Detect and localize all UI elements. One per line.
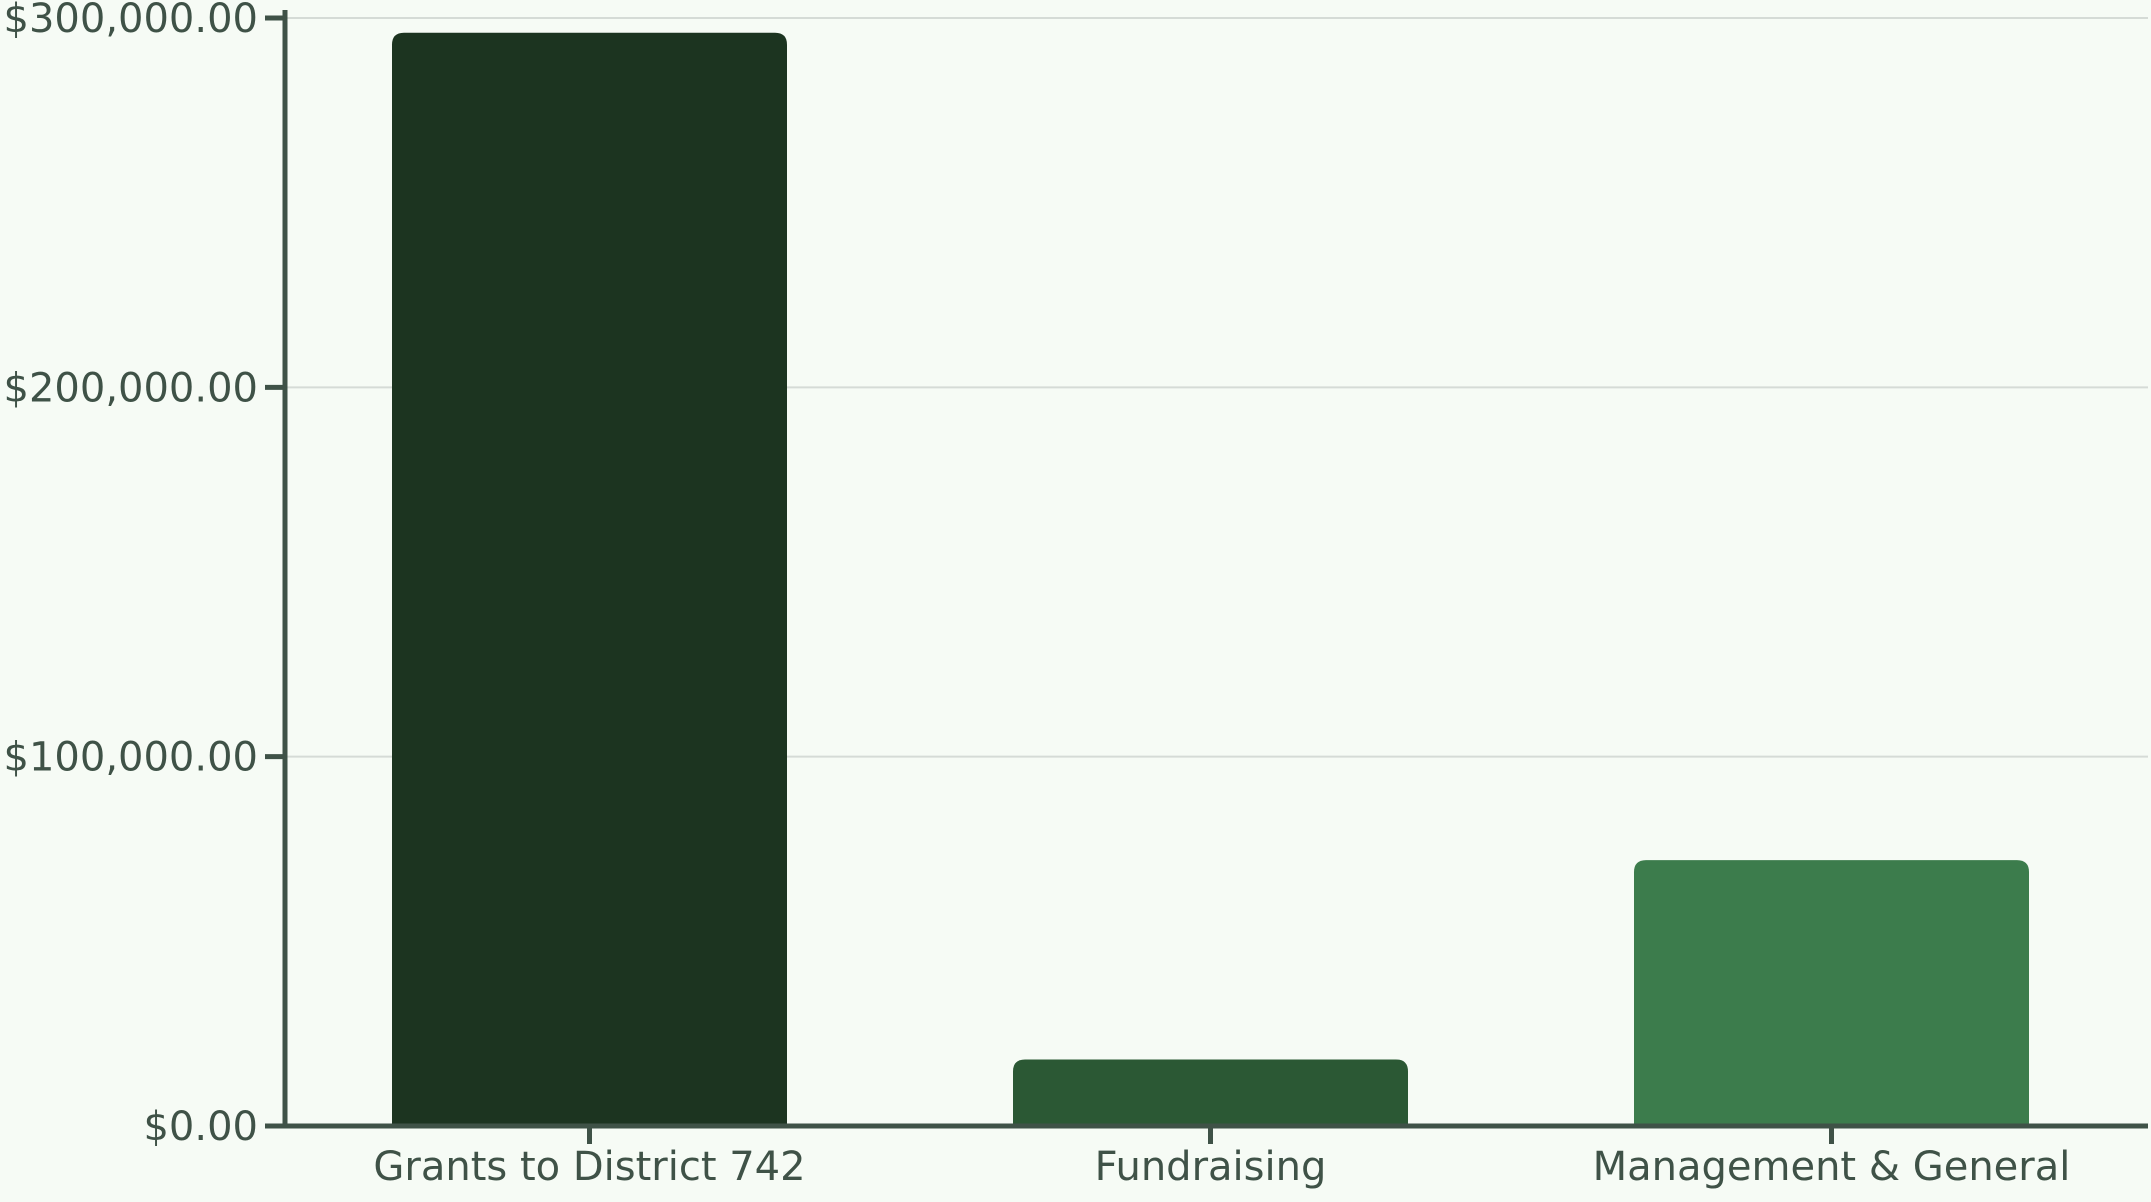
axes	[265, 10, 2148, 1144]
x-tick-labels: Grants to District 742 Fundraising Managem…	[373, 1144, 2070, 1190]
y-tick-label: $300,000.00	[4, 0, 258, 42]
bar	[1634, 860, 2029, 1126]
bar	[1013, 1059, 1408, 1126]
x-tick-label: Grants to District 742	[373, 1144, 805, 1190]
y-tick-labels: $0.00 $100,000.00 $200,000.00 $300,000.00	[4, 0, 258, 1150]
y-tick-label: $0.00	[143, 1104, 258, 1150]
x-tick-label: Management & General	[1593, 1144, 2071, 1190]
y-tick-label: $200,000.00	[4, 365, 258, 411]
bars	[392, 32, 2029, 1127]
bar	[392, 32, 787, 1127]
y-tick-label: $100,000.00	[4, 735, 258, 781]
x-tick-label: Fundraising	[1095, 1144, 1327, 1190]
